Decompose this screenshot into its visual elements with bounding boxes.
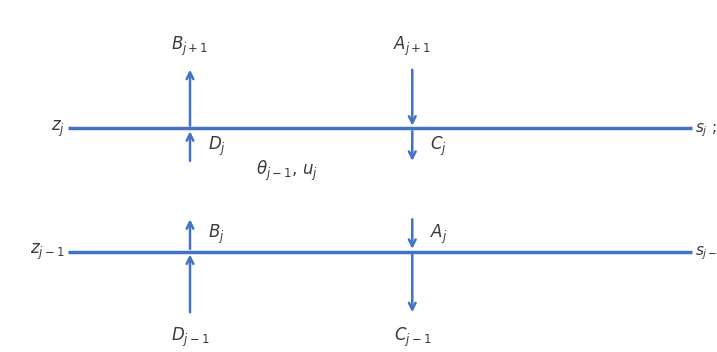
Text: $B_j$: $B_j$ [208,222,224,246]
Text: $A_{j+1}$: $A_{j+1}$ [393,35,432,58]
Text: $z_j$: $z_j$ [50,118,65,139]
Text: $A_j$: $A_j$ [430,222,447,246]
Text: $C_j$: $C_j$ [430,134,447,158]
Text: $D_j$: $D_j$ [208,134,226,158]
Text: $\theta_{j-1}$, $u_j$: $\theta_{j-1}$, $u_j$ [256,159,318,183]
Text: $z_{j-1}$: $z_{j-1}$ [30,241,65,262]
Text: $B_{j+1}$: $B_{j+1}$ [171,35,209,58]
Text: $C_{j-1}$: $C_{j-1}$ [394,326,431,349]
Text: $s_{j-1}$ ; $R_{j-1}$: $s_{j-1}$ ; $R_{j-1}$ [695,241,717,262]
Text: $D_{j-1}$: $D_{j-1}$ [171,326,209,349]
Text: $s_j$ ; $R_j$: $s_j$ ; $R_j$ [695,118,717,139]
